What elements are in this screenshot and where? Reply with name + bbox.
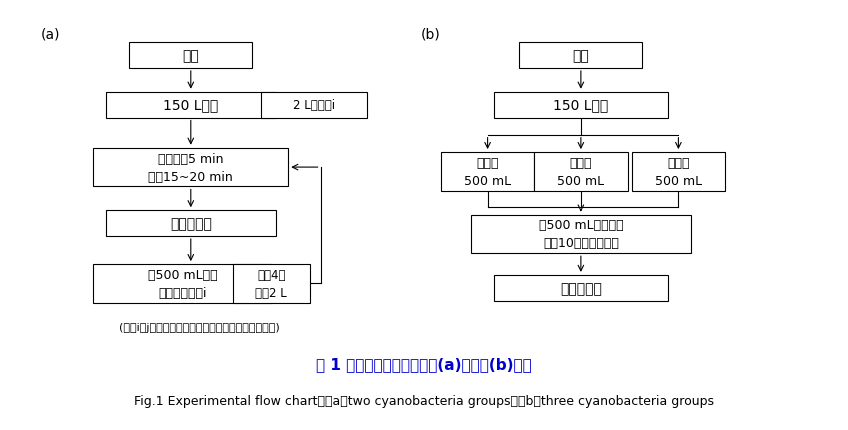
Text: (a): (a) [42,28,60,41]
Text: 以500 mL为梯
度加入纯藻液i: 以500 mL为梯 度加入纯藻液i [148,268,217,299]
Bar [106,211,276,236]
Bar [494,92,667,118]
Bar [93,148,288,187]
Bar [534,153,628,191]
Text: 150 L容器: 150 L容器 [163,98,219,112]
Bar [632,153,725,191]
Bar [130,43,252,69]
Bar [93,264,271,303]
Text: 测量各参数: 测量各参数 [170,217,212,230]
Text: 束丝藻
500 mL: 束丝藻 500 mL [464,157,511,187]
Text: 2 L纯藻液i: 2 L纯藻液i [293,99,335,112]
Bar [233,264,310,303]
Text: 纯水: 纯水 [572,49,589,63]
Bar [106,92,276,118]
Text: 加入4次
达到2 L: 加入4次 达到2 L [255,268,287,299]
Text: 微囊藻
500 mL: 微囊藻 500 mL [557,157,605,187]
Text: Fig.1 Experimental flow chart：（a）two cyanobacteria groups；（b）three cyanobacteria: Fig.1 Experimental flow chart：（a）two cya… [134,394,714,407]
Text: 以500 mL为梯度，
构建10组混合藻比例: 以500 mL为梯度， 构建10组混合藻比例 [538,219,623,250]
Text: 图 1 藻类混合实验流程图：(a)双藻；(b)三藻: 图 1 藻类混合实验流程图：(a)双藻；(b)三藻 [316,356,532,371]
Bar [261,92,366,118]
Text: (注：i和j分别为微囊藻、鱼腾藻、束丝藻中任意两种): (注：i和j分别为微囊藻、鱼腾藻、束丝藻中任意两种) [119,322,280,332]
Bar [471,215,691,254]
Text: 150 L容器: 150 L容器 [553,98,609,112]
Text: 测量各参数: 测量各参数 [560,281,602,295]
Bar [519,43,643,69]
Text: 鱼腥藻
500 mL: 鱼腥藻 500 mL [655,157,702,187]
Text: 纯水: 纯水 [182,49,199,63]
Text: 充分搅拌5 min
静置15~20 min: 充分搅拌5 min 静置15~20 min [148,152,233,183]
Bar [494,275,667,301]
Text: (b): (b) [421,28,441,41]
Bar [441,153,534,191]
